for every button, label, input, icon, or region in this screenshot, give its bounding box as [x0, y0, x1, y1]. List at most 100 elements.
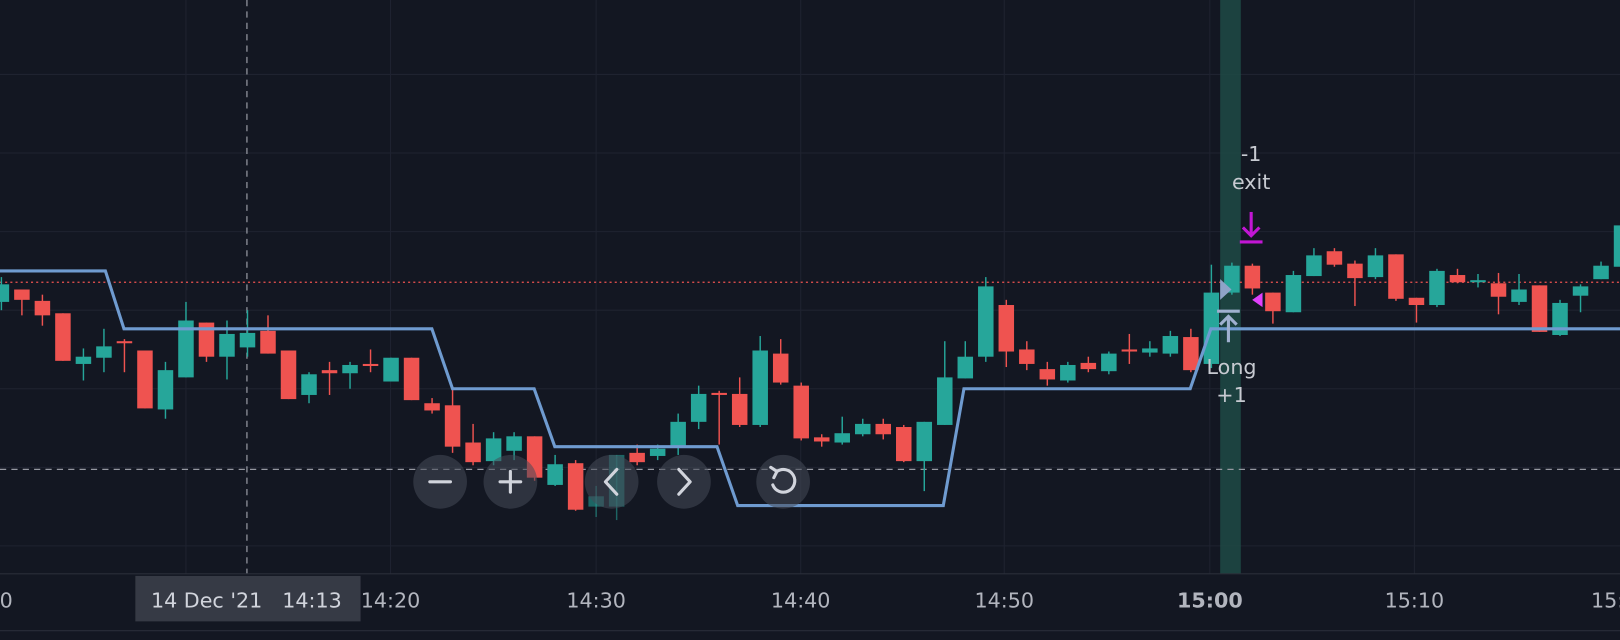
candle-body	[1039, 369, 1056, 380]
candle-body	[1142, 348, 1158, 353]
candle-body	[34, 300, 51, 316]
trade-label: -1	[1241, 142, 1262, 166]
candle-body	[96, 346, 112, 358]
candle-body	[178, 320, 194, 378]
exit-arrow	[1239, 211, 1263, 244]
candle-body	[567, 463, 584, 510]
candle-body	[1306, 255, 1322, 277]
candle-body	[1224, 265, 1240, 293]
candle-body	[444, 405, 461, 447]
candle-body	[301, 374, 317, 395]
trade-label: exit	[1232, 170, 1270, 194]
candle-body	[875, 423, 891, 435]
long-arrow	[1217, 309, 1240, 343]
time-label: 15:	[1591, 589, 1620, 613]
candle-body	[1408, 297, 1425, 306]
zoom-in-button[interactable]	[483, 454, 538, 509]
candle-body	[690, 393, 707, 422]
crosshair-time-label: 14 Dec '21 14:13	[135, 575, 361, 622]
candle-body	[1449, 275, 1466, 283]
candle-body	[731, 393, 748, 425]
candle-body	[649, 448, 666, 456]
candle-body	[813, 437, 830, 442]
reset-button[interactable]	[756, 454, 810, 509]
candle-body	[14, 289, 30, 300]
candle-body	[1572, 286, 1589, 296]
candle-body	[1244, 265, 1261, 289]
candle-body	[1531, 285, 1548, 332]
candle-body	[219, 333, 235, 357]
candle-body	[157, 370, 174, 410]
candle-body	[1121, 349, 1138, 352]
candle-body	[957, 356, 974, 379]
time-axis: 0 14:20 14:30 14:40 14:50 15:00 15:10 15:	[0, 589, 1620, 613]
candle-body	[321, 370, 338, 374]
candle-body	[0, 284, 10, 302]
candle-body	[342, 364, 358, 374]
candle-body	[1470, 280, 1486, 283]
candle-body	[383, 357, 399, 382]
candle-body	[916, 421, 933, 462]
candle-body	[547, 464, 563, 485]
candle-body	[506, 436, 522, 451]
time-label: 14:20	[361, 589, 421, 613]
candle-body	[1265, 292, 1281, 312]
candle-body	[1080, 362, 1097, 370]
time-label: 14:50	[974, 589, 1034, 613]
candle-body	[198, 322, 215, 357]
candle-body	[1060, 364, 1076, 381]
candle-body	[978, 286, 994, 357]
zoom-out-button[interactable]	[413, 454, 467, 509]
entry-marker	[1220, 279, 1232, 300]
candle-body	[752, 350, 768, 425]
candle-body	[1613, 225, 1620, 267]
candle-body	[1101, 353, 1117, 372]
candle-body	[55, 313, 71, 361]
exit-marker	[1252, 292, 1263, 308]
indicator-line	[0, 269, 1620, 508]
candle-body	[1552, 302, 1568, 335]
candle-body	[793, 385, 809, 439]
crosshair-time: 14:13	[282, 589, 342, 613]
candle-body	[465, 442, 481, 463]
candle-body	[239, 332, 256, 348]
candle-body	[1019, 349, 1035, 364]
time-label: 15:10	[1385, 589, 1445, 613]
candle-body	[1162, 336, 1179, 354]
candle-body	[1388, 254, 1404, 299]
candle-body	[772, 353, 789, 383]
candles	[0, 225, 1620, 521]
candle-body	[854, 423, 871, 435]
candle-body	[1367, 255, 1384, 278]
scroll-left-button[interactable]	[584, 454, 639, 509]
candle-body	[1285, 275, 1302, 313]
candle-body	[670, 421, 686, 447]
candle-body	[1490, 283, 1507, 297]
candle-body	[403, 357, 420, 401]
crosshair-date: 14 Dec '21	[151, 589, 262, 613]
time-label: 14:40	[771, 589, 831, 613]
candle-body	[1511, 289, 1527, 302]
candle-body	[137, 350, 153, 409]
candle-body	[1347, 263, 1363, 279]
time-label: 0	[0, 589, 13, 613]
candle-body	[629, 452, 645, 463]
candle-body	[1326, 251, 1343, 265]
candle-body	[75, 356, 92, 364]
grid	[0, 0, 1620, 574]
trade-label: Long	[1207, 355, 1257, 379]
candle-body	[424, 403, 440, 411]
candle-body	[834, 433, 850, 443]
candle-body	[711, 392, 727, 395]
trade-label: +1	[1216, 383, 1246, 407]
candle-body	[280, 350, 297, 400]
candle-body	[485, 438, 502, 462]
candle-body	[116, 341, 133, 344]
scroll-right-button[interactable]	[657, 454, 711, 509]
time-label: 15:00	[1177, 589, 1243, 613]
candle-body	[362, 363, 379, 367]
candle-body	[260, 330, 276, 354]
